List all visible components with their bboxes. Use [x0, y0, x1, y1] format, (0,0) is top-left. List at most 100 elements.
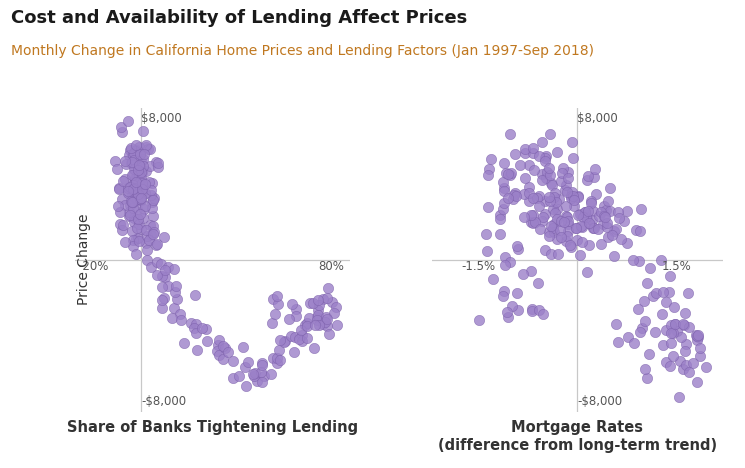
Point — [332, 322, 343, 329]
Point — [527, 219, 539, 227]
Point — [627, 256, 638, 263]
Point — [551, 205, 562, 212]
Point — [311, 316, 323, 323]
Point — [251, 377, 263, 385]
Point — [297, 331, 308, 339]
Point — [145, 231, 156, 239]
Point — [527, 211, 539, 219]
Point — [148, 195, 160, 202]
Point — [136, 214, 148, 222]
Point — [127, 150, 139, 158]
Point — [271, 354, 283, 362]
Point — [142, 179, 154, 186]
Point — [543, 164, 555, 172]
Point — [321, 315, 333, 322]
Point — [504, 169, 516, 176]
Point — [639, 317, 651, 324]
Point — [598, 203, 610, 210]
Point — [610, 226, 622, 233]
Point — [274, 356, 286, 363]
Point — [162, 263, 174, 271]
Point — [518, 213, 530, 221]
Point — [498, 178, 510, 186]
Point — [585, 197, 597, 205]
Point — [190, 329, 202, 337]
Point — [145, 186, 156, 193]
Point — [498, 159, 510, 167]
Point — [323, 284, 335, 292]
Point — [140, 227, 152, 234]
Point — [117, 222, 129, 229]
Point — [241, 358, 253, 366]
Point — [571, 236, 583, 243]
Point — [130, 250, 142, 258]
Point — [156, 283, 168, 291]
Point — [311, 307, 323, 314]
Point — [142, 246, 153, 253]
Point — [547, 206, 559, 213]
Point — [139, 205, 150, 212]
Point — [551, 198, 562, 205]
Point — [137, 155, 149, 163]
Point — [301, 322, 313, 330]
Point — [133, 143, 145, 150]
Point — [580, 208, 592, 215]
Point — [484, 165, 495, 173]
Point — [156, 272, 168, 280]
Point — [507, 302, 519, 310]
Point — [562, 220, 574, 228]
Point — [545, 179, 557, 187]
Point — [483, 171, 495, 179]
Point — [190, 320, 202, 328]
Point — [551, 235, 563, 243]
Point — [560, 202, 572, 210]
Point — [581, 268, 593, 275]
Point — [116, 196, 128, 203]
Point — [644, 351, 656, 358]
Point — [113, 184, 125, 191]
Point — [572, 193, 584, 201]
Point — [548, 229, 560, 236]
Point — [498, 188, 510, 195]
Point — [597, 220, 609, 228]
Point — [200, 325, 212, 333]
Point — [191, 346, 203, 354]
Point — [585, 200, 597, 207]
Point — [523, 183, 535, 190]
Point — [677, 365, 689, 373]
Point — [125, 160, 137, 167]
Point — [132, 190, 144, 198]
Point — [602, 197, 614, 205]
Point — [692, 333, 704, 341]
X-axis label: Mortgage Rates
(difference from long-term trend): Mortgage Rates (difference from long-ter… — [438, 420, 717, 453]
Point — [608, 227, 620, 234]
Point — [486, 276, 498, 283]
Point — [117, 177, 129, 184]
Point — [587, 225, 599, 232]
Point — [501, 169, 513, 177]
Point — [665, 321, 677, 329]
Point — [604, 184, 616, 192]
Point — [527, 195, 539, 202]
Point — [256, 359, 268, 367]
Point — [140, 143, 152, 151]
Point — [130, 187, 142, 194]
Point — [211, 347, 223, 355]
Text: $8,000: $8,000 — [141, 111, 182, 124]
Point — [577, 213, 589, 221]
Point — [668, 303, 680, 311]
Point — [582, 173, 594, 180]
Point — [132, 167, 144, 174]
Point — [527, 307, 539, 314]
Point — [669, 320, 681, 327]
Point — [510, 193, 522, 200]
Point — [691, 336, 703, 344]
Point — [303, 299, 315, 306]
Point — [122, 117, 134, 124]
Point — [635, 328, 647, 336]
Point — [638, 297, 650, 304]
Point — [575, 222, 587, 230]
Point — [136, 226, 148, 233]
Point — [559, 186, 571, 193]
Point — [130, 147, 142, 154]
